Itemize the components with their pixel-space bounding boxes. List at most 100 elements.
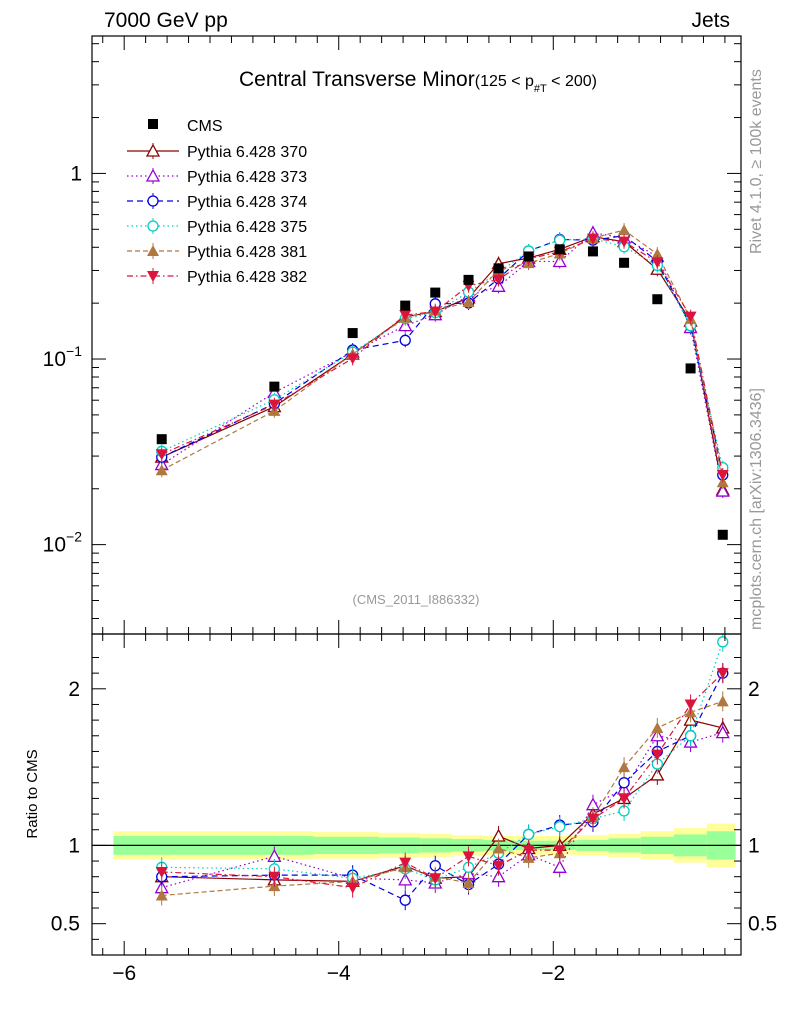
- series-point: [684, 311, 697, 323]
- series-line-ratio: [161, 700, 723, 897]
- legend-marker-cms: [148, 119, 158, 129]
- legend-label: Pythia 6.428 375: [187, 219, 307, 236]
- series-ratio-point: [491, 869, 506, 883]
- ratio-tick-label-right: 0.5: [748, 913, 777, 936]
- ratio-tick-label-right: 2: [748, 678, 760, 701]
- series-point: [651, 257, 664, 269]
- series-ratio-point: [553, 845, 566, 857]
- series-point: [618, 236, 631, 248]
- series-point: [399, 334, 411, 346]
- mc-lines-main: [154, 223, 730, 540]
- series-point: [155, 464, 168, 476]
- legend-marker: [147, 271, 159, 282]
- series-ratio-point: [618, 761, 631, 773]
- series-ratio-point: [716, 668, 729, 680]
- series-line-ratio: [161, 732, 723, 889]
- series-ratio-point: [650, 767, 665, 781]
- energy-label: 7000 GeV pp: [104, 9, 228, 32]
- series-ratio-point: [492, 842, 505, 854]
- legend-marker: [145, 168, 161, 182]
- series-line-main: [161, 235, 724, 476]
- series-ratio-point: [618, 777, 630, 789]
- cms-data-point: [347, 328, 358, 339]
- analysis-watermark: (CMS_2011_I886332): [353, 592, 480, 607]
- legend-label: Pythia 6.428 374: [187, 194, 307, 211]
- series-point: [554, 234, 566, 246]
- process-label: Jets: [691, 9, 730, 32]
- series-point: [715, 483, 730, 497]
- series-ratio-point: [586, 813, 599, 825]
- cms-data-point: [587, 246, 598, 257]
- series-ratio-point: [268, 871, 281, 883]
- chart-title: Central Transverse Minor(125 < p#T < 200…: [239, 68, 597, 95]
- series-line-main: [161, 232, 724, 492]
- ratio-panel-frame: [91, 633, 742, 956]
- series-ratio-point: [651, 721, 664, 733]
- series-ratio-point: [429, 873, 442, 885]
- x-tick-label: −6: [112, 962, 136, 985]
- cms-data-point: [619, 257, 630, 268]
- series-line-ratio: [161, 641, 724, 881]
- legend-marker: [147, 245, 159, 256]
- series-line-main: [161, 229, 724, 483]
- series-ratio-point: [399, 857, 412, 869]
- ratio-tick-label: 2: [68, 678, 80, 701]
- reference-uncertainty-bands: [92, 823, 741, 868]
- cms-data-point: [554, 244, 565, 255]
- series-ratio-point: [716, 695, 729, 707]
- legend-marker: [147, 220, 159, 232]
- series-ratio-point: [462, 876, 475, 888]
- series-ratio-point: [399, 894, 411, 906]
- series-point: [552, 254, 567, 268]
- series-line-main: [161, 238, 724, 468]
- series-ratio-point: [651, 749, 664, 761]
- series-ratio-point: [346, 882, 359, 894]
- cms-data-point: [717, 529, 728, 540]
- ratio-tick-label-right: 1: [748, 834, 760, 857]
- series-ratio-point: [684, 730, 697, 742]
- legend-marker: [145, 143, 161, 157]
- series-ratio-point: [522, 845, 535, 857]
- legend-label: Pythia 6.428 382: [187, 269, 307, 286]
- y-tick-label: 1: [70, 162, 82, 185]
- series-ratio-point: [155, 867, 168, 879]
- series-line-main: [161, 238, 724, 476]
- legend-marker: [147, 195, 159, 207]
- cms-data-point: [156, 434, 167, 445]
- series-ratio-point: [492, 860, 505, 872]
- mc-lines-ratio: [154, 634, 730, 911]
- cms-data-point: [523, 251, 534, 262]
- cms-data-point: [493, 263, 504, 274]
- x-tick-label: −2: [541, 962, 565, 985]
- series-ratio-point: [717, 636, 729, 648]
- series-point: [268, 399, 281, 411]
- axis-ticks: −6 −4 −2 1 10−1 10−2 2 2 1 1 0.5 0.5: [43, 36, 777, 985]
- legend-label: Pythia 6.428 381: [187, 244, 307, 261]
- series-line-ratio: [161, 672, 724, 901]
- legend-label: Pythia 6.428 373: [187, 169, 307, 186]
- series-point: [492, 274, 505, 286]
- legend-label-cms: CMS: [187, 118, 223, 135]
- ratio-tick-label: 0.5: [51, 913, 80, 936]
- series-ratio-point: [684, 699, 697, 711]
- ratio-axis-label: Ratio to CMS: [24, 749, 41, 838]
- series-ratio-point: [462, 851, 475, 863]
- series-point: [346, 353, 359, 365]
- cms-data-point: [652, 294, 663, 305]
- ratio-tick-label: 1: [68, 834, 80, 857]
- series-point: [155, 449, 168, 461]
- y-tick-label: 10−1: [43, 343, 83, 371]
- series-ratio-point: [554, 820, 566, 833]
- x-tick-label: −4: [327, 962, 351, 985]
- series-point: [586, 233, 599, 245]
- cms-data-point: [463, 274, 474, 285]
- legend: CMS Pythia 6.428 370 Pythia 6.428 373 Pythi…: [127, 118, 307, 286]
- series-ratio-point: [715, 725, 730, 739]
- series-ratio-point: [618, 793, 631, 805]
- cms-data-point: [269, 381, 280, 392]
- y-tick-label: 10−2: [43, 529, 83, 557]
- series-point: [716, 469, 729, 481]
- cms-data-point: [430, 287, 441, 298]
- series-ratio-point: [552, 859, 567, 873]
